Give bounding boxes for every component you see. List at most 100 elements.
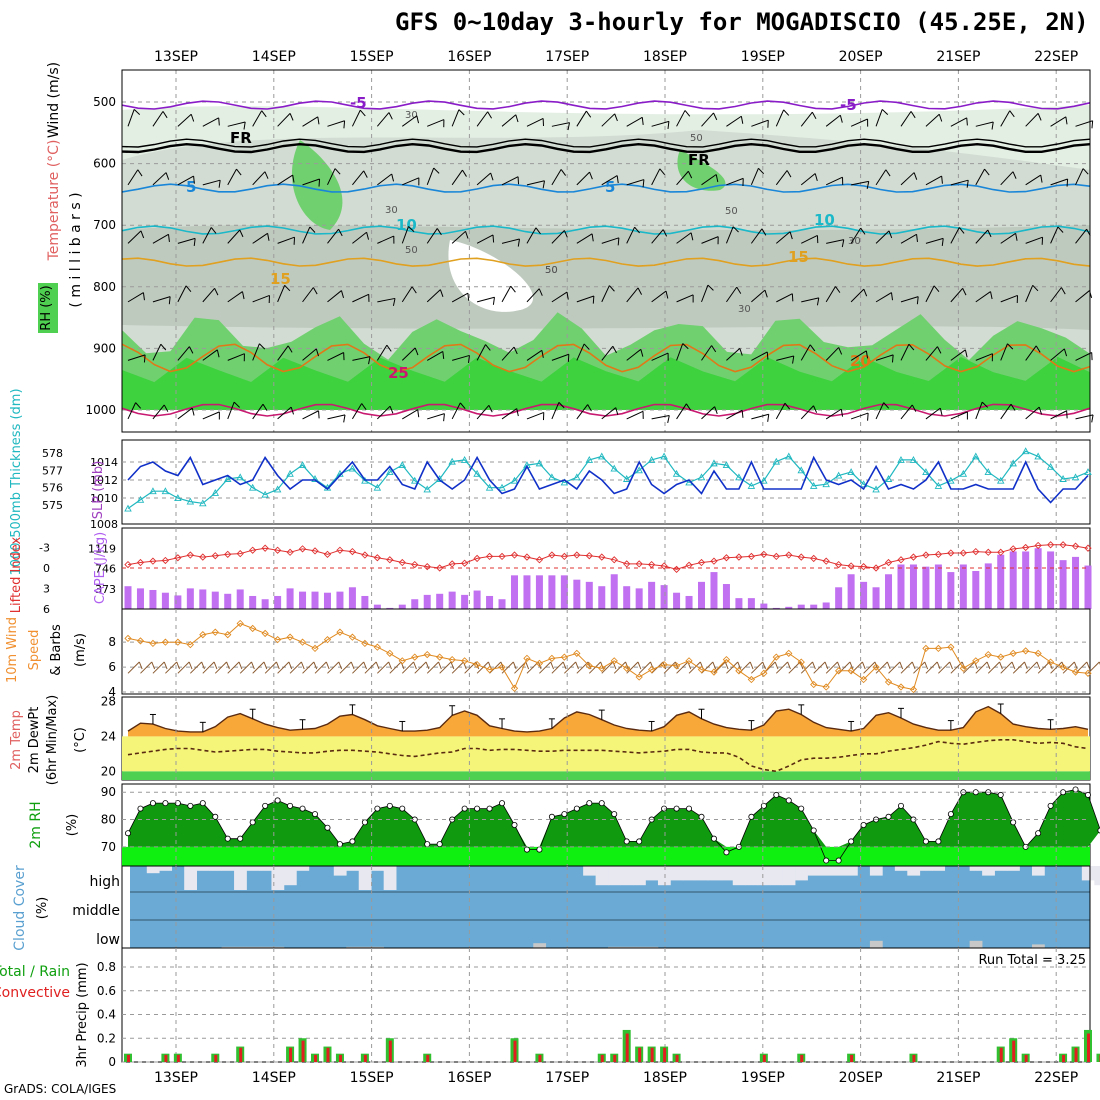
wind-barb-flag xyxy=(560,169,567,176)
thickness-line-marker xyxy=(585,455,594,463)
wind-barb xyxy=(1050,287,1066,303)
wind10m-label: Speed xyxy=(27,630,42,671)
isotherm-label: 5 xyxy=(605,178,615,196)
wind-barb xyxy=(725,226,739,244)
wind-barb-flag xyxy=(293,237,296,245)
wind-barb-flag xyxy=(142,292,145,301)
wind-barb-shaft xyxy=(676,343,684,361)
wind-barb-flag xyxy=(1012,171,1017,179)
rh-line-marker xyxy=(935,838,942,845)
thickness-line-marker xyxy=(672,469,681,477)
precip-convective-bar xyxy=(912,1054,916,1062)
profile-frame xyxy=(121,69,1091,433)
wind-barb xyxy=(401,286,417,303)
lifted-index-line-marker xyxy=(623,560,631,568)
precip-convective-bar xyxy=(164,1054,168,1062)
wind-barb xyxy=(252,294,270,304)
wind-barb-shaft xyxy=(277,174,293,186)
lifted-index-line-marker xyxy=(647,560,656,569)
precip-convective-bar xyxy=(388,1040,392,1062)
rh-line-marker xyxy=(1047,802,1054,809)
cape-bar xyxy=(323,592,331,609)
lifted-index-line-marker xyxy=(249,546,257,554)
wind-barb-flag xyxy=(243,353,245,362)
rh-line-marker xyxy=(149,800,156,807)
wind-barb-shaft xyxy=(476,344,486,361)
lifted-index-line-marker xyxy=(610,556,618,564)
wind-barb xyxy=(1025,406,1043,420)
cape-bar xyxy=(286,588,294,609)
wind-barb-flag xyxy=(318,410,320,419)
wind-barb-flag xyxy=(1016,295,1019,304)
cloud-high-bar xyxy=(869,866,883,876)
temp-tick-label: 24 xyxy=(101,729,116,743)
wind-barb-flag xyxy=(458,109,465,116)
wind-barb-flag xyxy=(515,114,519,123)
rh-line-marker xyxy=(573,805,580,812)
wind-barb-flag xyxy=(538,288,543,296)
wind-barb-shaft xyxy=(701,284,709,303)
wind-barb xyxy=(202,349,220,361)
wind-speed-line-marker xyxy=(136,637,145,645)
cape-bar xyxy=(1072,556,1080,609)
wind-speed-line-marker xyxy=(1046,658,1055,666)
wind-barb-shaft xyxy=(227,401,235,420)
wind-barb-shaft xyxy=(1075,168,1084,186)
wind-barb xyxy=(327,290,345,303)
surface-wind-barb-shaft xyxy=(962,661,975,674)
surface-wind-barb-flag xyxy=(313,661,318,670)
cape-bar xyxy=(336,591,344,609)
surface-wind-barb xyxy=(601,661,617,674)
surface-wind-barb-shaft xyxy=(688,661,701,674)
wind-barb-shaft xyxy=(925,113,940,127)
wind-barb-flag xyxy=(436,228,442,236)
wind-barb-flag xyxy=(542,412,545,421)
wind-barb-shaft xyxy=(750,228,763,244)
wind-barb xyxy=(751,351,769,361)
wind10m-label: 10m Wind xyxy=(5,617,20,683)
wind-barb xyxy=(1000,110,1015,127)
wind-barb-shaft xyxy=(925,285,935,303)
wind-barb xyxy=(526,227,541,244)
wind-barb-shaft xyxy=(227,353,245,361)
wind-speed-line-marker xyxy=(922,644,930,653)
surface-wind-barb-flag xyxy=(450,661,455,670)
wind-barb-flag xyxy=(587,404,592,412)
wind-barb xyxy=(302,410,320,420)
wind-barb-flag xyxy=(1066,410,1068,419)
wind-barb-shaft xyxy=(925,237,944,244)
wind-barb xyxy=(1000,403,1016,420)
wind-barb-shaft xyxy=(1000,110,1011,127)
surface-wind-barb xyxy=(564,661,579,674)
rh-line-marker xyxy=(237,835,244,842)
wind-barb xyxy=(875,292,894,303)
surface-wind-barb xyxy=(202,661,218,674)
wind-barb xyxy=(701,174,719,186)
wind-barb xyxy=(800,173,818,186)
wind-barb xyxy=(776,355,795,364)
wind-barb-shaft xyxy=(900,172,915,186)
surface-wind-barb-flag xyxy=(438,661,442,670)
cloud-high-bar xyxy=(283,866,297,886)
wind-barb-shaft xyxy=(776,293,793,303)
thickness-line-marker xyxy=(772,457,781,465)
surface-wind-barb-shaft xyxy=(501,661,514,674)
wind-barb-shaft xyxy=(451,169,463,186)
cape-bar xyxy=(698,581,706,609)
wind-barb xyxy=(576,233,594,244)
wind-barb xyxy=(726,409,744,420)
wind-barb-flag xyxy=(786,170,792,178)
surface-wind-barb-shaft xyxy=(588,661,601,674)
surface-wind-barb-shaft xyxy=(239,661,252,674)
wind-barb-flag xyxy=(916,296,919,305)
rh-line-marker xyxy=(137,805,144,812)
wind-barb xyxy=(576,110,592,127)
thickness-line-marker xyxy=(735,473,743,481)
wind-barb-shaft xyxy=(950,227,960,244)
wind-barb xyxy=(825,114,843,127)
rh-line-marker xyxy=(1010,819,1017,826)
wind-speed-line-marker xyxy=(510,684,519,692)
wind-barb-shaft xyxy=(127,354,146,361)
wind-barb-flag xyxy=(488,405,493,413)
wind-barb-flag xyxy=(459,402,466,410)
